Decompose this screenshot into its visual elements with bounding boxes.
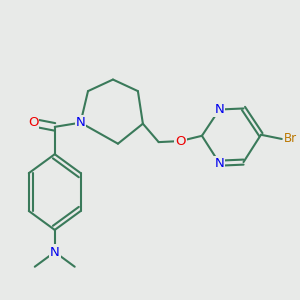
Text: N: N [76,116,85,129]
Text: O: O [175,135,186,148]
Text: N: N [50,245,60,259]
Text: O: O [28,116,38,129]
Text: N: N [214,103,224,116]
Text: N: N [214,157,224,169]
Text: Br: Br [284,133,298,146]
